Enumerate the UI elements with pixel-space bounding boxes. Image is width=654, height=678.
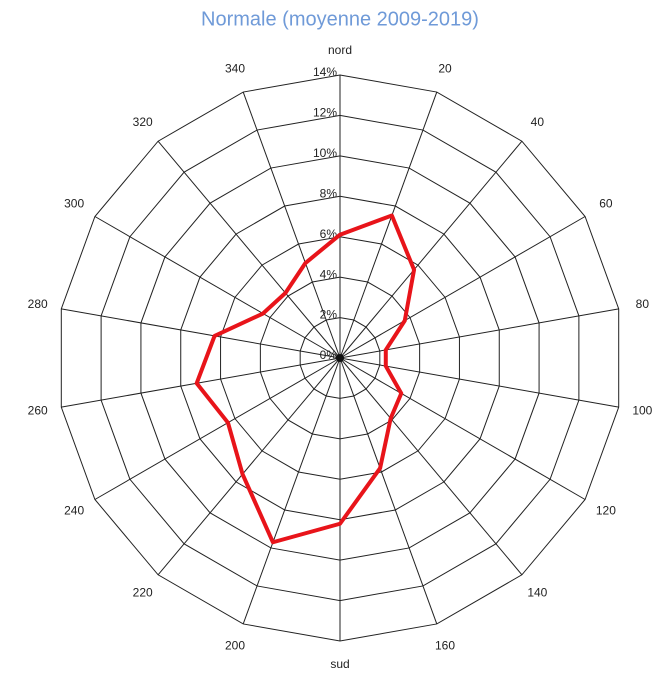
axis-label: nord — [328, 43, 352, 57]
spoke — [339, 91, 438, 359]
chart-title: Normale (moyenne 2009-2019) — [201, 8, 479, 30]
axis-label: 240 — [64, 504, 84, 518]
y-tick-label: 4% — [320, 267, 338, 281]
axis-label: 100 — [632, 403, 652, 417]
axis-label: sud — [330, 657, 349, 671]
axis-label: 160 — [435, 639, 455, 653]
axis-label: 60 — [599, 197, 613, 211]
spoke — [157, 140, 341, 359]
spoke — [339, 357, 438, 625]
axis-label: 300 — [64, 197, 84, 211]
axis-label: 80 — [636, 297, 650, 311]
axis-label: 20 — [438, 62, 452, 76]
spoke — [94, 357, 341, 500]
y-tick-label: 10% — [313, 146, 337, 160]
axis-label: 40 — [531, 115, 545, 129]
axis-label: 320 — [133, 115, 153, 129]
y-tick-label: 6% — [320, 227, 338, 241]
spoke — [242, 357, 341, 625]
axis-label: 140 — [527, 585, 547, 599]
y-tick-label: 8% — [320, 186, 338, 200]
axis-label: 280 — [28, 297, 48, 311]
y-tick-label: 14% — [313, 65, 337, 79]
axis-label: 340 — [225, 62, 245, 76]
y-tick-label: 2% — [320, 308, 338, 322]
spoke — [339, 140, 523, 359]
spoke — [242, 91, 341, 359]
center-dot — [336, 354, 344, 362]
spoke — [94, 216, 341, 359]
axis-label: 220 — [133, 585, 153, 599]
axis-label: 260 — [28, 403, 48, 417]
spoke — [61, 357, 341, 408]
spoke — [157, 357, 341, 576]
spoke — [339, 357, 523, 576]
axis-label: 200 — [225, 639, 245, 653]
y-tick-label: 0% — [320, 348, 338, 362]
y-tick-label: 12% — [313, 106, 337, 120]
data-line — [194, 213, 417, 545]
spoke — [339, 216, 586, 359]
spoke — [339, 357, 586, 500]
axis-label: 120 — [596, 504, 616, 518]
spoke — [61, 308, 341, 359]
